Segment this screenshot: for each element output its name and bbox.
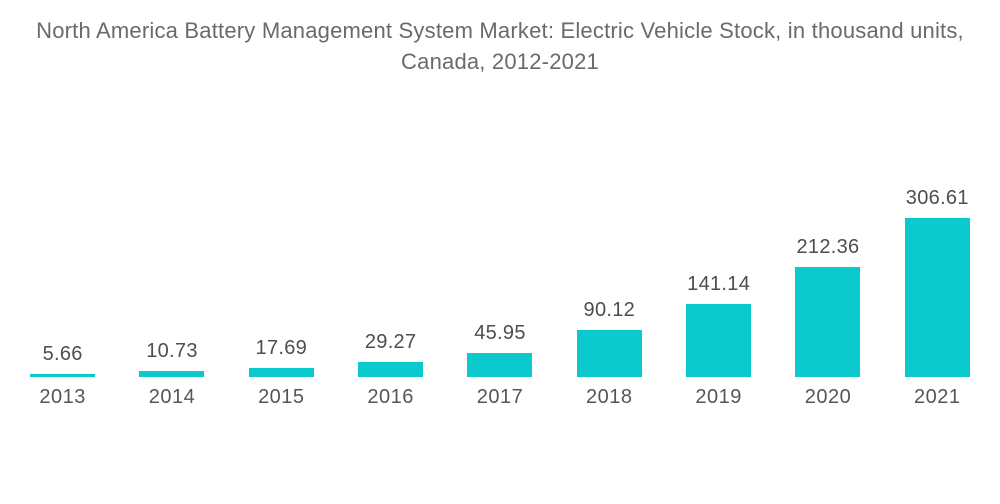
bar-value-label: 29.27 (364, 331, 417, 353)
chart-title: North America Battery Management System … (36, 18, 964, 74)
bar-column: 5.66 (8, 343, 117, 377)
bar (576, 330, 642, 377)
bar (904, 218, 970, 377)
bar (358, 362, 424, 377)
x-axis-label: 2020 (804, 386, 852, 408)
x-axis-label: 2019 (695, 386, 742, 408)
bar-value-label: 306.61 (905, 187, 969, 209)
bar (795, 267, 861, 377)
bar-value-label: 212.36 (796, 236, 860, 258)
bar-column: 90.12 (555, 299, 664, 377)
bar (30, 374, 96, 377)
x-axis-label: 2021 (914, 386, 961, 408)
bar-value-label: 10.73 (146, 340, 198, 362)
bars-row: 5.66 10.73 17.69 29.27 45.95 90.12 141.1… (8, 187, 992, 377)
bar (248, 368, 314, 377)
bar-column: 212.36 (773, 236, 882, 377)
bar-value-label: 141.14 (687, 273, 751, 295)
bar-column: 10.73 (117, 340, 226, 377)
x-axis-label: 2013 (39, 386, 86, 408)
bar (686, 304, 752, 377)
x-axis-label: 2016 (367, 386, 414, 408)
bar-column: 45.95 (445, 322, 554, 377)
bar-value-label: 90.12 (583, 299, 636, 321)
bar-value-label: 45.95 (474, 322, 526, 344)
x-axis-label: 2014 (148, 386, 196, 408)
bar-column: 29.27 (336, 331, 445, 377)
bar-column: 141.14 (664, 273, 773, 377)
bar-value-label: 17.69 (255, 337, 308, 359)
bar-column: 17.69 (227, 337, 336, 377)
bar-value-label: 5.66 (42, 343, 83, 365)
bar-column: 306.61 (883, 187, 992, 377)
x-axis-labels-row: 2013 2014 2015 2016 2017 2018 2019 2020 2021 (8, 386, 992, 409)
bar (467, 353, 533, 377)
x-axis-label: 2015 (258, 386, 305, 408)
x-axis-label: 2017 (476, 386, 524, 408)
bar (139, 371, 205, 377)
x-axis-label: 2018 (586, 386, 633, 408)
